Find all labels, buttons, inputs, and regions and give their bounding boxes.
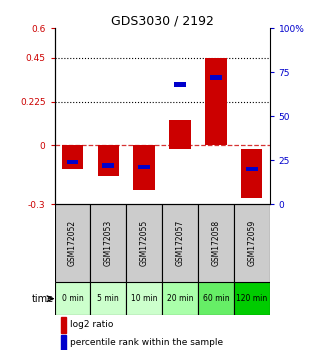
Text: 60 min: 60 min	[203, 294, 229, 303]
Bar	[134, 145, 155, 190]
Bar	[55, 282, 91, 315]
Bar	[91, 204, 126, 282]
Bar	[174, 82, 186, 87]
Text: 10 min: 10 min	[131, 294, 157, 303]
Bar	[210, 75, 222, 80]
Bar	[138, 165, 150, 169]
Text: GSM172057: GSM172057	[176, 220, 185, 266]
Bar	[91, 282, 126, 315]
Bar	[169, 120, 191, 149]
Text: GSM172058: GSM172058	[211, 220, 221, 266]
Text: GSM172055: GSM172055	[140, 220, 149, 266]
Bar	[55, 204, 91, 282]
Bar	[126, 282, 162, 315]
Text: 5 min: 5 min	[98, 294, 119, 303]
Text: 0 min: 0 min	[62, 294, 83, 303]
Text: log2 ratio: log2 ratio	[70, 320, 113, 329]
Bar	[205, 58, 227, 145]
Bar	[126, 204, 162, 282]
Bar	[234, 282, 270, 315]
Bar	[62, 145, 83, 169]
Text: GSM172052: GSM172052	[68, 220, 77, 266]
Text: GSM172059: GSM172059	[247, 220, 256, 266]
Bar	[102, 163, 114, 167]
Bar	[66, 160, 78, 164]
Bar	[234, 204, 270, 282]
Bar	[198, 204, 234, 282]
Bar	[98, 145, 119, 176]
Bar	[198, 282, 234, 315]
Bar	[241, 149, 263, 198]
Bar	[246, 167, 258, 171]
Text: 120 min: 120 min	[236, 294, 267, 303]
Bar	[162, 204, 198, 282]
Bar	[162, 282, 198, 315]
Text: 20 min: 20 min	[167, 294, 193, 303]
Text: percentile rank within the sample: percentile rank within the sample	[70, 338, 223, 347]
Title: GDS3030 / 2192: GDS3030 / 2192	[111, 14, 213, 27]
Text: time: time	[32, 294, 54, 304]
Bar	[61, 317, 66, 333]
Text: GSM172053: GSM172053	[104, 220, 113, 266]
Bar	[61, 335, 66, 350]
